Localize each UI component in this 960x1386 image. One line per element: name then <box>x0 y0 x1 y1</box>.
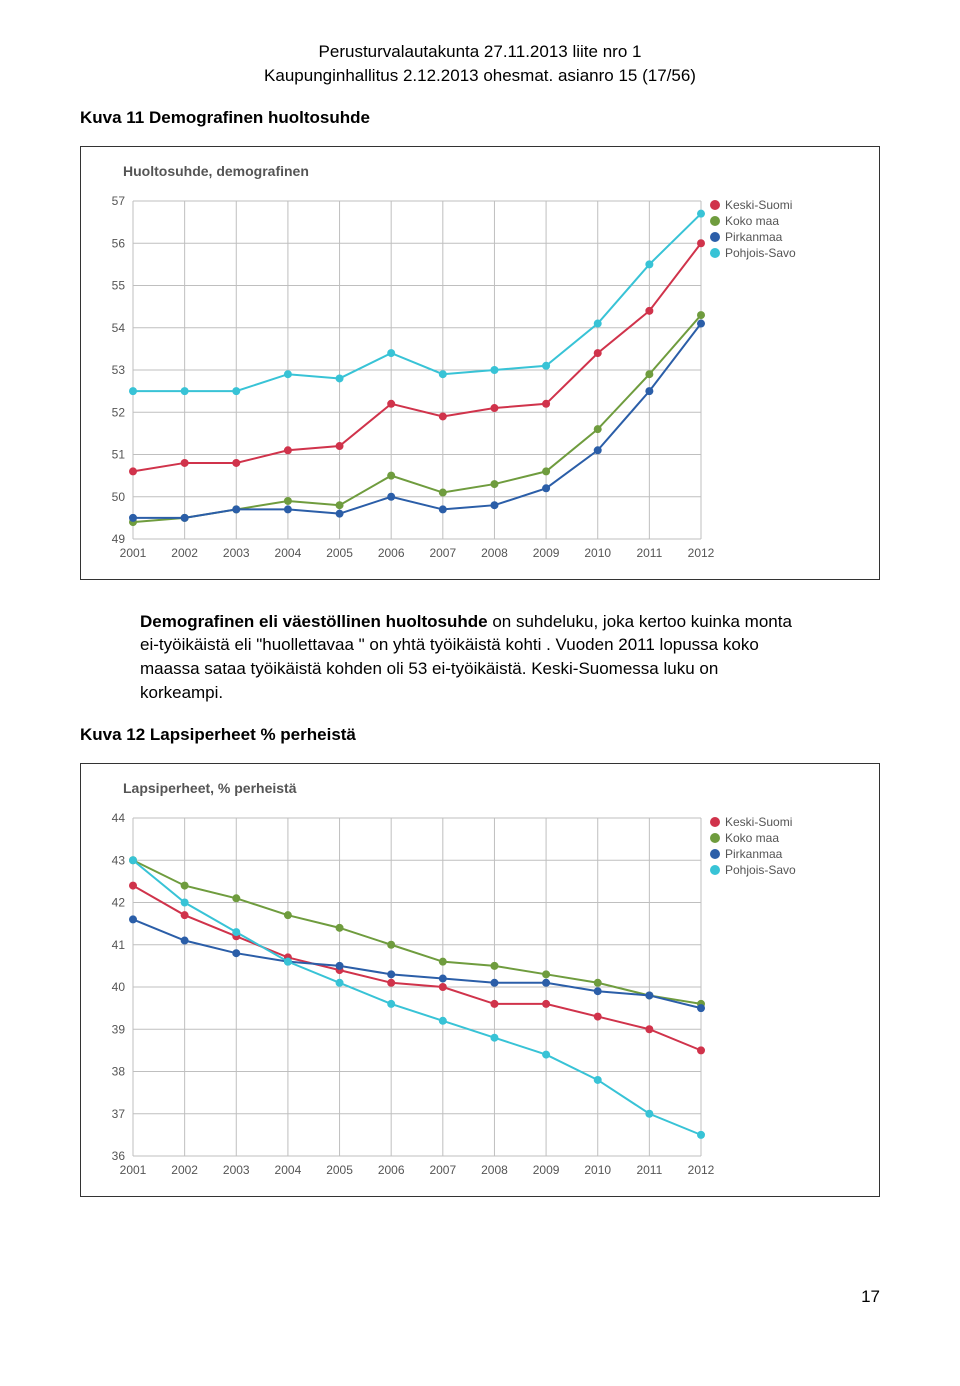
svg-text:40: 40 <box>112 980 126 994</box>
svg-text:57: 57 <box>112 194 126 208</box>
svg-text:56: 56 <box>112 236 126 250</box>
chart2-title: Lapsiperheet, % perheistä <box>123 780 869 796</box>
svg-text:2005: 2005 <box>326 546 353 560</box>
svg-text:Pohjois-Savo: Pohjois-Savo <box>725 246 796 260</box>
chart2-svg: 36 37 38 39 40 41 42 43 44 2001 2002 2003 2004 2005 20… <box>91 806 851 1186</box>
svg-text:2002: 2002 <box>171 546 198 560</box>
svg-text:Keski-Suomi: Keski-Suomi <box>725 815 792 829</box>
svg-text:54: 54 <box>112 320 126 334</box>
svg-text:2001: 2001 <box>120 1163 147 1177</box>
chart1-svg: 49 50 51 52 53 54 55 56 57 2001 2002 2003 2004 2005 20… <box>91 189 851 569</box>
figure11-heading: Kuva 11 Demografinen huoltosuhde <box>80 108 880 128</box>
svg-text:2007: 2007 <box>429 1163 456 1177</box>
header-line-2: Kaupunginhallitus 2.12.2013 ohesmat. asi… <box>80 64 880 88</box>
svg-text:50: 50 <box>112 489 126 503</box>
svg-text:2012: 2012 <box>688 546 715 560</box>
svg-text:2003: 2003 <box>223 1163 250 1177</box>
svg-text:2009: 2009 <box>533 546 560 560</box>
svg-text:Pirkanmaa: Pirkanmaa <box>725 230 783 244</box>
svg-text:2004: 2004 <box>275 1163 302 1177</box>
svg-text:Pohjois-Savo: Pohjois-Savo <box>725 863 796 877</box>
svg-text:52: 52 <box>112 405 126 419</box>
svg-text:2007: 2007 <box>429 546 456 560</box>
page-header: Perusturvalautakunta 27.11.2013 liite nr… <box>80 40 880 88</box>
chart1-container: Huoltosuhde, demografinen 49 50 51 52 53 54 55… <box>80 146 880 580</box>
svg-text:2011: 2011 <box>636 1163 662 1177</box>
svg-text:Pirkanmaa: Pirkanmaa <box>725 847 783 861</box>
svg-text:2001: 2001 <box>120 546 147 560</box>
svg-text:Koko maa: Koko maa <box>725 831 779 845</box>
svg-text:2002: 2002 <box>171 1163 198 1177</box>
svg-text:36: 36 <box>112 1149 126 1163</box>
svg-text:2009: 2009 <box>533 1163 560 1177</box>
svg-text:53: 53 <box>112 363 126 377</box>
svg-text:2008: 2008 <box>481 546 508 560</box>
header-line-1: Perusturvalautakunta 27.11.2013 liite nr… <box>80 40 880 64</box>
svg-text:2006: 2006 <box>378 1163 405 1177</box>
chart2-container: Lapsiperheet, % perheistä 36 37 38 39 40 41 42… <box>80 763 880 1197</box>
svg-text:51: 51 <box>112 447 126 461</box>
svg-text:49: 49 <box>112 532 126 546</box>
svg-text:43: 43 <box>112 853 126 867</box>
svg-text:2012: 2012 <box>688 1163 715 1177</box>
chart1-title: Huoltosuhde, demografinen <box>123 163 869 179</box>
svg-text:42: 42 <box>112 895 126 909</box>
svg-text:2004: 2004 <box>275 546 302 560</box>
svg-text:39: 39 <box>112 1022 126 1036</box>
svg-text:55: 55 <box>112 278 126 292</box>
svg-text:2008: 2008 <box>481 1163 508 1177</box>
figure12-heading: Kuva 12 Lapsiperheet % perheistä <box>80 725 880 745</box>
svg-text:2011: 2011 <box>636 546 662 560</box>
svg-text:37: 37 <box>112 1107 126 1121</box>
svg-text:2010: 2010 <box>584 1163 611 1177</box>
svg-text:44: 44 <box>112 811 126 825</box>
svg-text:2006: 2006 <box>378 546 405 560</box>
body-paragraph: Demografinen eli väestöllinen huoltosuhd… <box>140 610 800 705</box>
svg-text:38: 38 <box>112 1064 126 1078</box>
svg-text:2010: 2010 <box>584 546 611 560</box>
svg-text:Koko maa: Koko maa <box>725 214 779 228</box>
svg-text:2003: 2003 <box>223 546 250 560</box>
svg-text:Keski-Suomi: Keski-Suomi <box>725 198 792 212</box>
svg-text:41: 41 <box>112 938 126 952</box>
svg-text:2005: 2005 <box>326 1163 353 1177</box>
page-number: 17 <box>80 1287 880 1307</box>
